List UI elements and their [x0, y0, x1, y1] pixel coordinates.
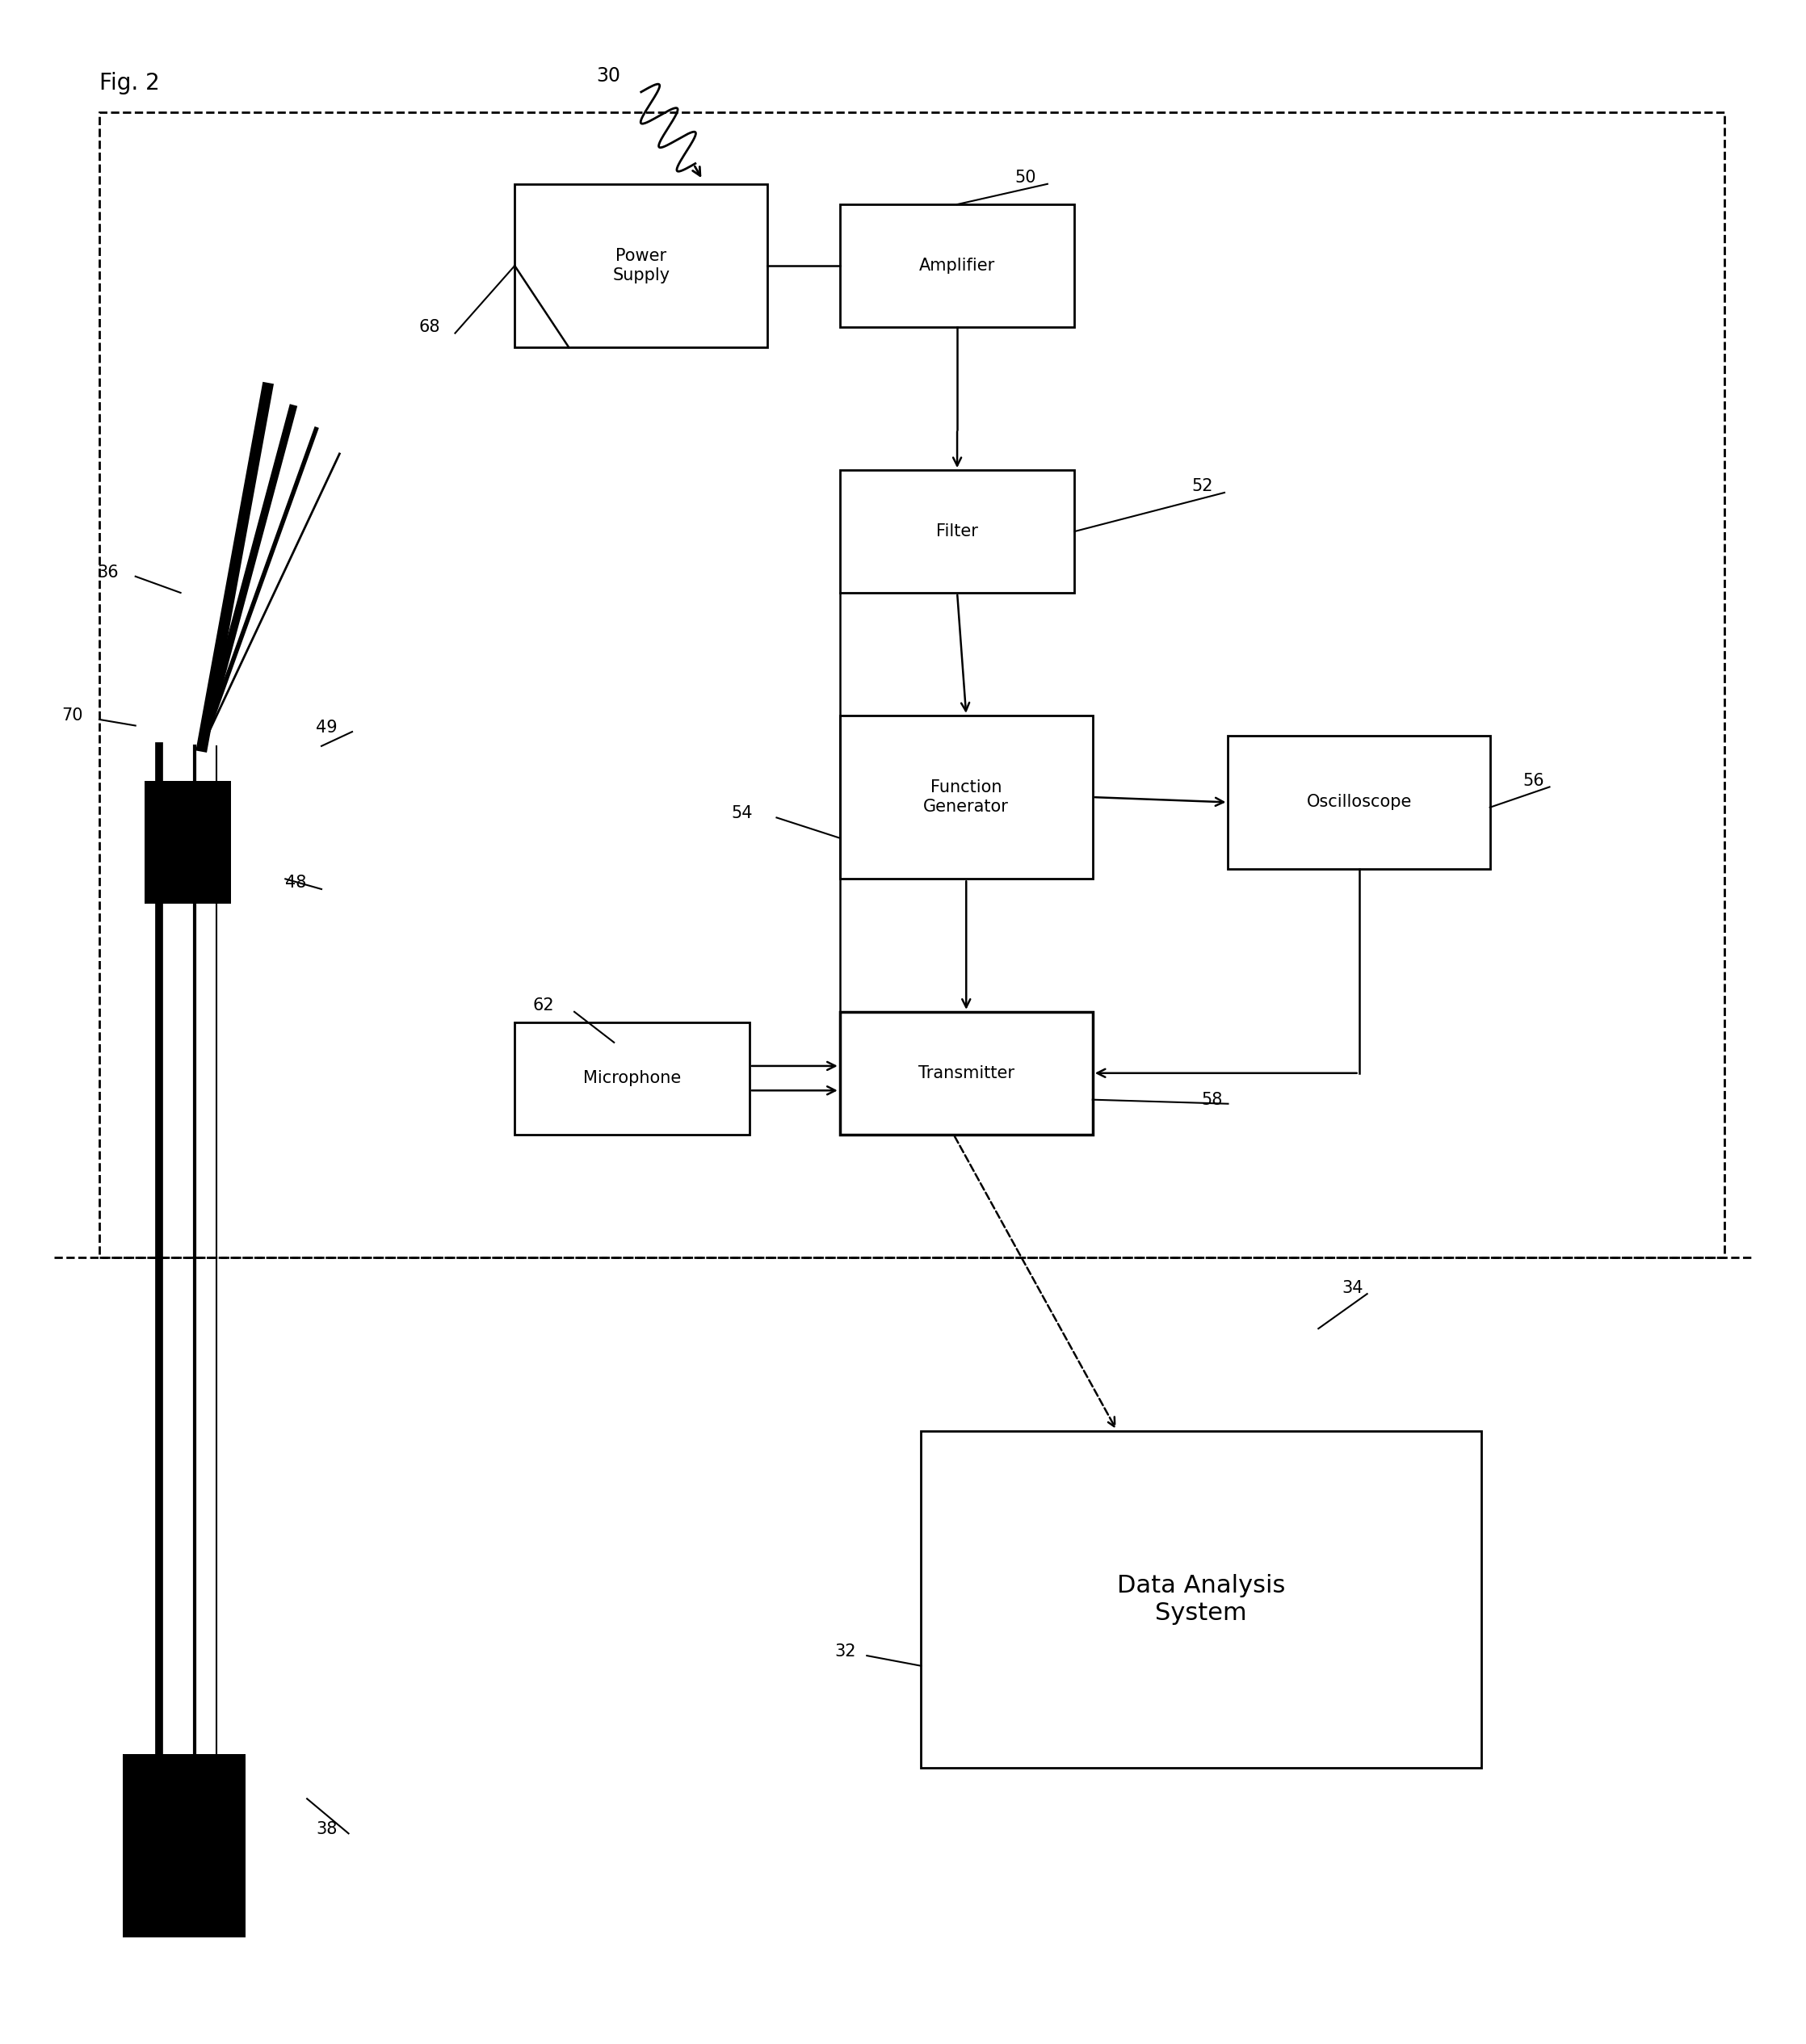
Text: Data Analysis
System: Data Analysis System: [1116, 1574, 1286, 1625]
Text: 62: 62: [533, 997, 554, 1014]
Bar: [515, 1022, 749, 1134]
Text: Power
Supply: Power Supply: [612, 247, 670, 284]
Text: Oscilloscope: Oscilloscope: [1306, 795, 1412, 809]
Text: Fig. 2: Fig. 2: [99, 72, 159, 94]
Bar: [123, 1754, 246, 1938]
Bar: [840, 1012, 1093, 1134]
Text: 68: 68: [419, 319, 441, 335]
Bar: [1228, 736, 1490, 869]
Text: 36: 36: [98, 564, 119, 580]
Bar: [840, 204, 1075, 327]
Text: 49: 49: [316, 719, 338, 736]
Bar: [840, 470, 1075, 593]
Bar: [515, 184, 768, 347]
Text: 50: 50: [1015, 170, 1037, 186]
Text: 38: 38: [316, 1821, 338, 1838]
Text: 70: 70: [61, 707, 83, 724]
Bar: [99, 112, 1725, 1257]
Bar: [840, 715, 1093, 879]
Text: Transmitter: Transmitter: [917, 1065, 1015, 1081]
Text: 54: 54: [731, 805, 753, 822]
Text: Amplifier: Amplifier: [919, 258, 995, 274]
Text: Function
Generator: Function Generator: [923, 779, 1010, 816]
Text: 52: 52: [1192, 478, 1214, 495]
Text: 56: 56: [1522, 773, 1544, 789]
Text: 30: 30: [596, 65, 619, 86]
Text: Filter: Filter: [936, 523, 979, 540]
Text: 58: 58: [1201, 1091, 1223, 1108]
Bar: [921, 1431, 1481, 1768]
Text: 34: 34: [1342, 1280, 1364, 1296]
Text: Microphone: Microphone: [583, 1071, 681, 1085]
Bar: [144, 781, 231, 903]
Text: 48: 48: [285, 875, 307, 891]
Text: 32: 32: [834, 1643, 856, 1660]
